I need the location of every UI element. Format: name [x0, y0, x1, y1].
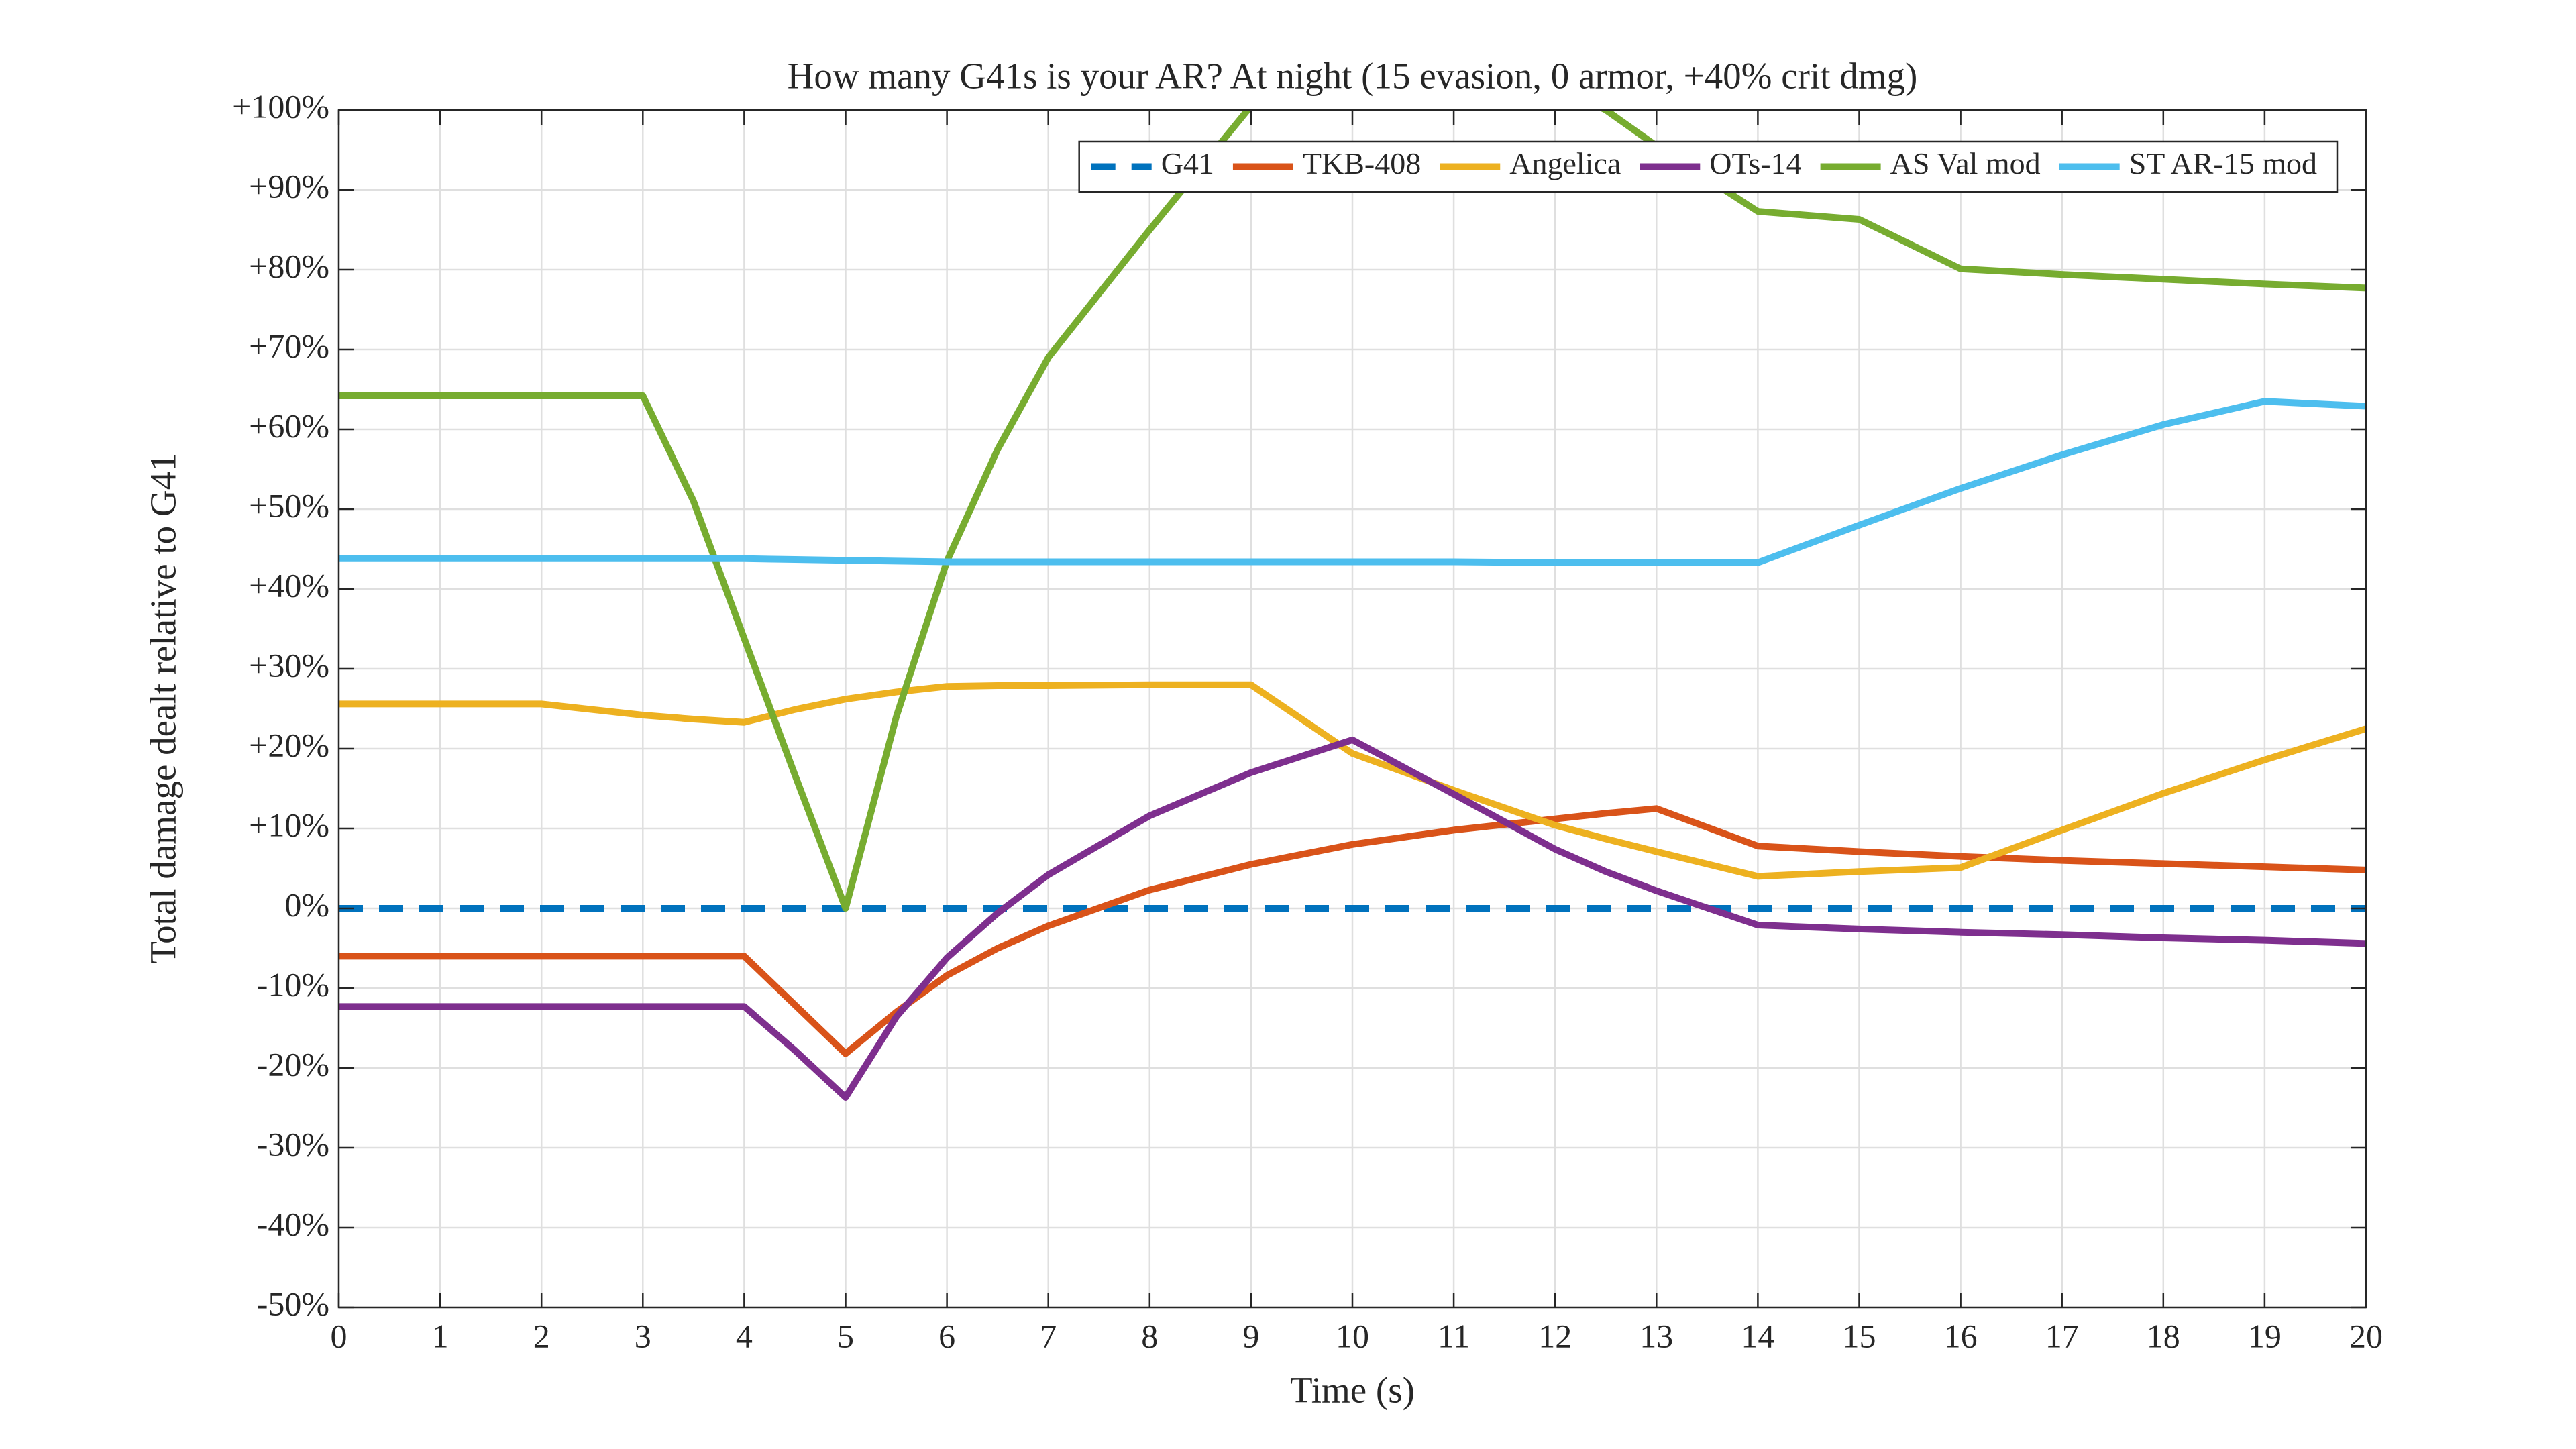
- x-tick-label: 7: [1040, 1317, 1057, 1354]
- x-tick-label: 5: [837, 1317, 854, 1354]
- x-tick-label: 8: [1141, 1317, 1158, 1354]
- x-tick-label: 9: [1242, 1317, 1259, 1354]
- y-tick-label: -40%: [257, 1205, 329, 1242]
- y-tick-label: +10%: [249, 806, 329, 843]
- y-tick-label: +60%: [249, 407, 329, 444]
- y-axis-label: Total damage dealt relative to G41: [143, 453, 184, 963]
- x-tick-label: 3: [635, 1317, 651, 1354]
- x-tick-label: 17: [2045, 1317, 2079, 1354]
- chart-title: How many G41s is your AR? At night (15 e…: [788, 56, 1918, 97]
- y-tick-label: -10%: [257, 965, 329, 1003]
- x-tick-label: 18: [2147, 1317, 2180, 1354]
- y-tick-label: +40%: [249, 566, 329, 604]
- x-tick-label: 4: [736, 1317, 753, 1354]
- legend-label: ST AR-15 mod: [2129, 146, 2317, 180]
- x-tick-label: 14: [1741, 1317, 1774, 1354]
- ticks: 0 1 2 3 4 5 6 7 8 9 10 11 12 13 14 15 16 17 18 19 20-50%-40%…: [232, 87, 2383, 1354]
- legend-label: OTs-14: [1709, 146, 1801, 180]
- x-tick-label: 10: [1336, 1317, 1369, 1354]
- x-axis-label: Time (s): [1290, 1370, 1415, 1411]
- legend-label: TKB-408: [1303, 146, 1421, 180]
- x-tick-label: 11: [1438, 1317, 1470, 1354]
- y-tick-label: 0%: [284, 885, 329, 923]
- y-tick-label: -20%: [257, 1045, 329, 1083]
- series-line: [339, 681, 2366, 880]
- series-line: [339, 805, 2366, 1057]
- y-tick-label: +50%: [249, 486, 329, 524]
- x-tick-label: 20: [2349, 1317, 2383, 1354]
- y-tick-label: +100%: [232, 87, 329, 125]
- y-tick-label: -30%: [257, 1125, 329, 1163]
- x-tick-label: 12: [1538, 1317, 1572, 1354]
- grid: [337, 109, 2367, 1309]
- legend-label: G41: [1161, 146, 1214, 180]
- x-tick-label: 2: [533, 1317, 550, 1354]
- y-tick-label: +80%: [249, 247, 329, 284]
- x-tick-label: 0: [331, 1317, 347, 1354]
- x-tick-label: 19: [2248, 1317, 2282, 1354]
- y-tick-label: +90%: [249, 167, 329, 205]
- legend-label: AS Val mod: [1890, 146, 2041, 180]
- y-tick-label: -50%: [257, 1285, 329, 1322]
- legend-label: Angelica: [1509, 146, 1621, 180]
- x-tick-label: 6: [938, 1317, 955, 1354]
- y-tick-label: +30%: [249, 646, 329, 684]
- lines: [339, 110, 2366, 1101]
- legend: G41 TKB-408 Angelica OTs-14 AS Val mod ST AR-…: [1078, 140, 2339, 193]
- x-tick-label: 16: [1944, 1317, 1978, 1354]
- x-tick-label: 15: [1843, 1317, 1876, 1354]
- y-tick-label: +20%: [249, 726, 329, 763]
- series-line: [339, 398, 2366, 566]
- y-tick-label: +70%: [249, 327, 329, 364]
- x-tick-label: 13: [1640, 1317, 1673, 1354]
- x-tick-label: 1: [432, 1317, 449, 1354]
- series-line: [339, 736, 2366, 1101]
